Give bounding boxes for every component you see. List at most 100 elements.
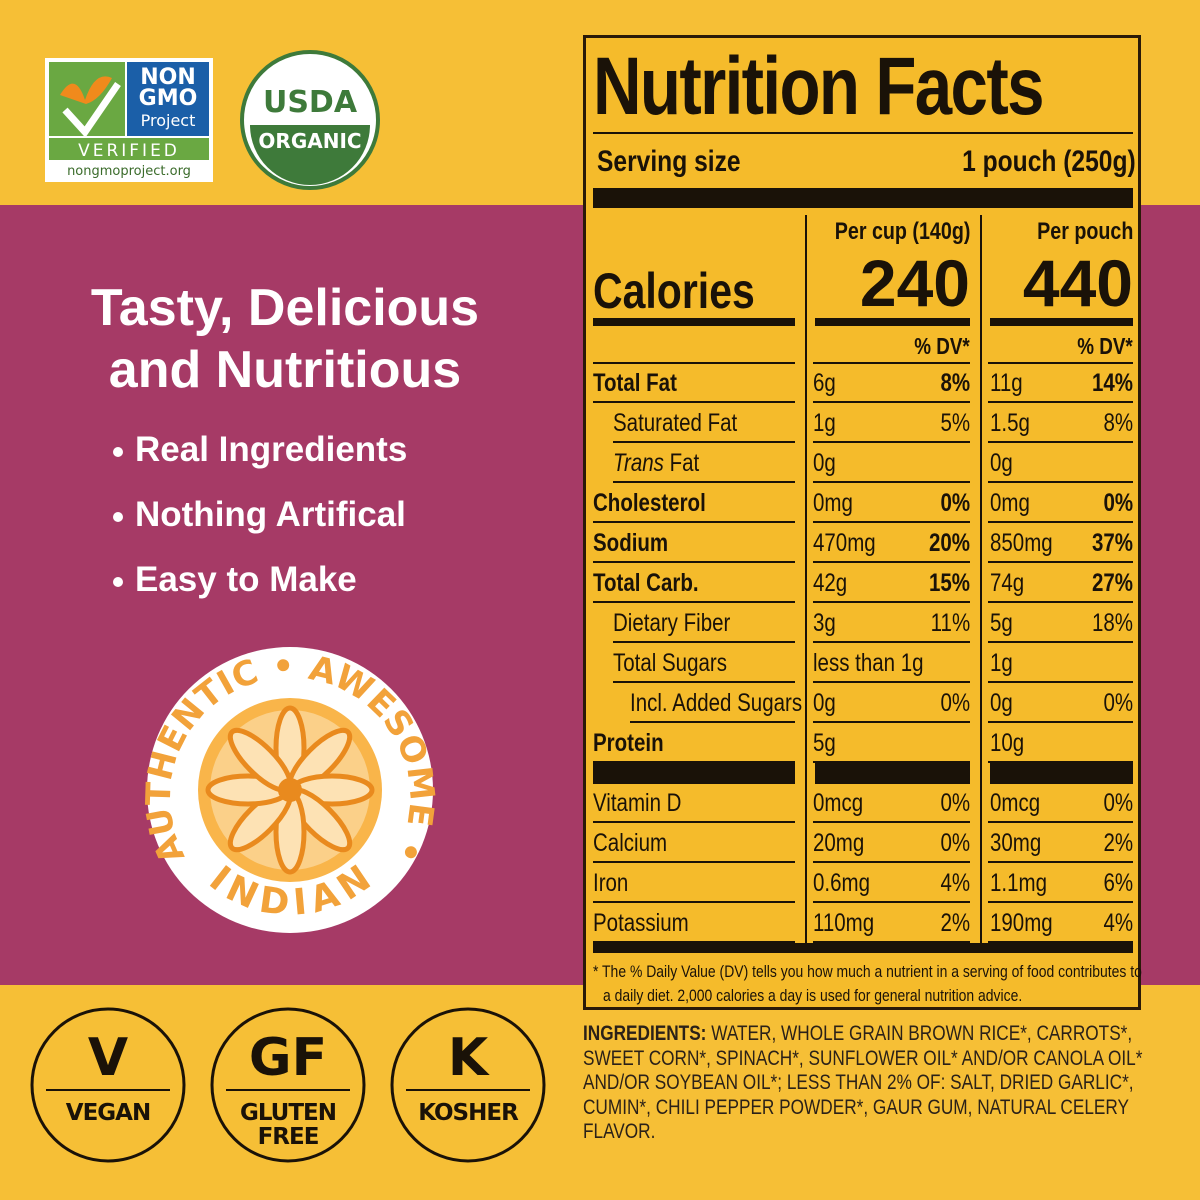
- rule: [593, 561, 795, 563]
- col-sep: [980, 215, 982, 943]
- row-amount: 1g: [813, 409, 836, 437]
- bullet-dot: [113, 447, 123, 457]
- row-amount: 1g: [990, 649, 1013, 677]
- row-amount: less than 1g: [813, 649, 924, 677]
- rule: [813, 901, 970, 903]
- dv-header: % DV*: [914, 333, 970, 359]
- row-name-text: Saturated Fat: [613, 409, 738, 437]
- row-amount: 0g: [813, 689, 836, 717]
- rule: [593, 521, 795, 523]
- diet-symbol: GF: [249, 1028, 327, 1088]
- rule: [813, 362, 970, 364]
- rule: [593, 601, 795, 603]
- row-name: Total Sugars: [613, 649, 727, 678]
- row-name: Incl. Added Sugars: [630, 689, 802, 718]
- rule: [813, 721, 970, 723]
- row-name-text: Protein: [593, 729, 664, 757]
- verified-text: VERIFIED: [78, 141, 180, 161]
- row-dv: 0%: [1103, 789, 1133, 817]
- diet-symbol: V: [88, 1028, 128, 1088]
- rule: [988, 681, 1133, 683]
- diet-label: FREE: [258, 1124, 319, 1150]
- row-name: Iron: [593, 869, 628, 898]
- row-amount: 5g: [990, 609, 1013, 637]
- flower: [205, 705, 375, 875]
- row-name: Sodium: [593, 529, 668, 558]
- row-amount: 3g: [813, 609, 836, 637]
- rule: [813, 521, 970, 523]
- rule: [613, 481, 795, 483]
- row-dv: 8%: [940, 369, 970, 397]
- row-dv: 4%: [1103, 909, 1133, 937]
- row-dv: 0%: [940, 789, 970, 817]
- row-name-text: Potassium: [593, 909, 689, 937]
- calories-value: 440: [1022, 246, 1133, 320]
- row-dv: 14%: [1091, 369, 1133, 397]
- row-dv: 0%: [1103, 689, 1133, 717]
- bullet-dot: [113, 512, 123, 522]
- rule: [593, 762, 795, 784]
- row-dv: 5%: [940, 409, 970, 437]
- row-amount: 5g: [813, 729, 836, 757]
- row-dv: 0%: [1103, 489, 1133, 517]
- row-name-italic: Trans: [613, 449, 664, 477]
- row-amount: 42g: [813, 569, 848, 597]
- flower-center: [278, 778, 302, 802]
- rule: [813, 861, 970, 863]
- rule: [988, 441, 1133, 443]
- organic-text: ORGANIC: [258, 129, 361, 153]
- diet-circle: [210, 1007, 366, 1163]
- row-amount: 10g: [990, 729, 1025, 757]
- rule: [988, 821, 1133, 823]
- row-name-text: Calcium: [593, 829, 668, 857]
- calories-value: 240: [859, 246, 970, 320]
- rule: [813, 641, 970, 643]
- col-header: Per pouch: [1036, 218, 1133, 245]
- rule: [813, 821, 970, 823]
- row-dv: 11%: [930, 609, 970, 637]
- row-name-text: Vitamin D: [593, 789, 682, 817]
- usda-green: [250, 125, 370, 185]
- footnote: a daily diet. 2,000 calories a day is us…: [603, 986, 1023, 1005]
- rule: [613, 641, 795, 643]
- row-name-text: Fat: [669, 449, 700, 477]
- row-dv: 0%: [940, 689, 970, 717]
- row-name: Potassium: [593, 909, 689, 938]
- rule: [593, 941, 795, 943]
- nutrition-title: Nutrition Facts: [593, 41, 1044, 132]
- rule: [813, 401, 970, 403]
- rule: [593, 821, 795, 823]
- col-sep: [805, 215, 807, 943]
- row-name: Cholesterol: [593, 489, 706, 518]
- checkmark: [62, 82, 121, 138]
- row-name-text: Cholesterol: [593, 489, 706, 517]
- rule: [988, 901, 1133, 903]
- row-amount: 1.5g: [990, 409, 1030, 437]
- row-amount: 0g: [813, 449, 836, 477]
- row-amount: 0mcg: [990, 789, 1041, 817]
- rule: [593, 901, 795, 903]
- ingredients: INGREDIENTS: WATER, WHOLE GRAIN BROWN RI…: [583, 1022, 1149, 1145]
- rule: [813, 681, 970, 683]
- verified-bar: [49, 138, 209, 160]
- row-amount: 110mg: [813, 909, 875, 937]
- row-dv: 2%: [940, 909, 970, 937]
- row-amount: 0g: [990, 449, 1013, 477]
- row-amount: 74g: [990, 569, 1025, 597]
- row-dv: 15%: [928, 569, 970, 597]
- row-dv: 0%: [940, 489, 970, 517]
- headline: Tasty, Delicious: [90, 279, 480, 337]
- rule: [593, 318, 795, 326]
- url-text: nongmoproject.org: [67, 164, 191, 179]
- rule: [593, 861, 795, 863]
- rule: [988, 481, 1133, 483]
- rule: [988, 601, 1133, 603]
- row-dv: 0%: [940, 829, 970, 857]
- row-name-text: Incl. Added Sugars: [630, 689, 803, 717]
- rule: [988, 362, 1133, 364]
- row-dv: 20%: [928, 529, 970, 557]
- row-amount: 190mg: [990, 909, 1053, 937]
- rule: [593, 401, 795, 403]
